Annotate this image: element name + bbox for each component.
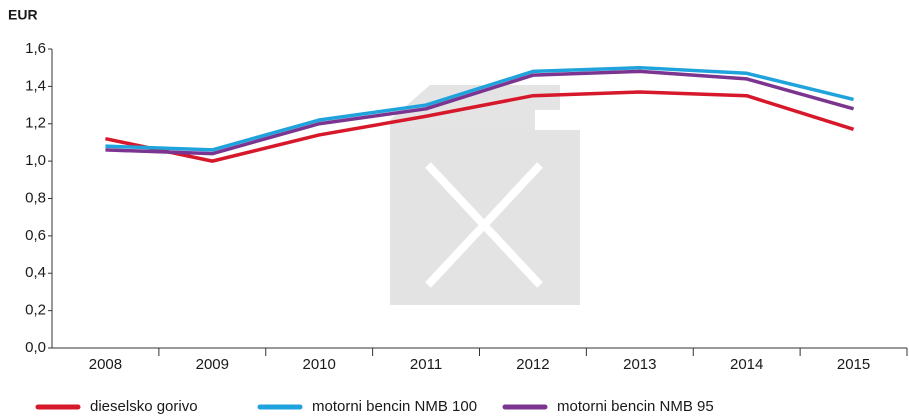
x-tick-label: 2014 [730, 356, 763, 373]
x-tick-label: 2015 [837, 356, 870, 373]
watermark-icon [390, 85, 580, 305]
y-tick-label: 1,6 [25, 40, 46, 57]
y-tick-label: 0,4 [25, 264, 46, 281]
x-tick-label: 2010 [303, 356, 336, 373]
legend-label: dieselsko gorivo [90, 398, 198, 415]
legend-label: motorni bencin NMB 100 [312, 398, 477, 415]
x-tick-label: 2013 [623, 356, 656, 373]
x-tick-label: 2012 [516, 356, 549, 373]
x-tick-label: 2011 [410, 356, 442, 373]
x-tick-label: 2009 [196, 356, 229, 373]
y-tick-label: 0,6 [25, 227, 46, 244]
y-tick-label: 0,2 [25, 302, 46, 319]
data-line [105, 65, 854, 152]
data-line [105, 69, 855, 156]
y-tick-label: 1,4 [25, 77, 46, 94]
y-tick-label: 0,8 [25, 189, 46, 206]
y-tick-label: 1,0 [25, 152, 46, 169]
legend-label: motorni bencin NMB 95 [557, 398, 714, 415]
y-tick-label: 1,2 [25, 115, 46, 132]
data-line [105, 90, 855, 163]
y-tick-label: 0,0 [25, 339, 46, 356]
x-tick-label: 2008 [89, 356, 122, 373]
y-axis-title: EUR [8, 7, 38, 23]
